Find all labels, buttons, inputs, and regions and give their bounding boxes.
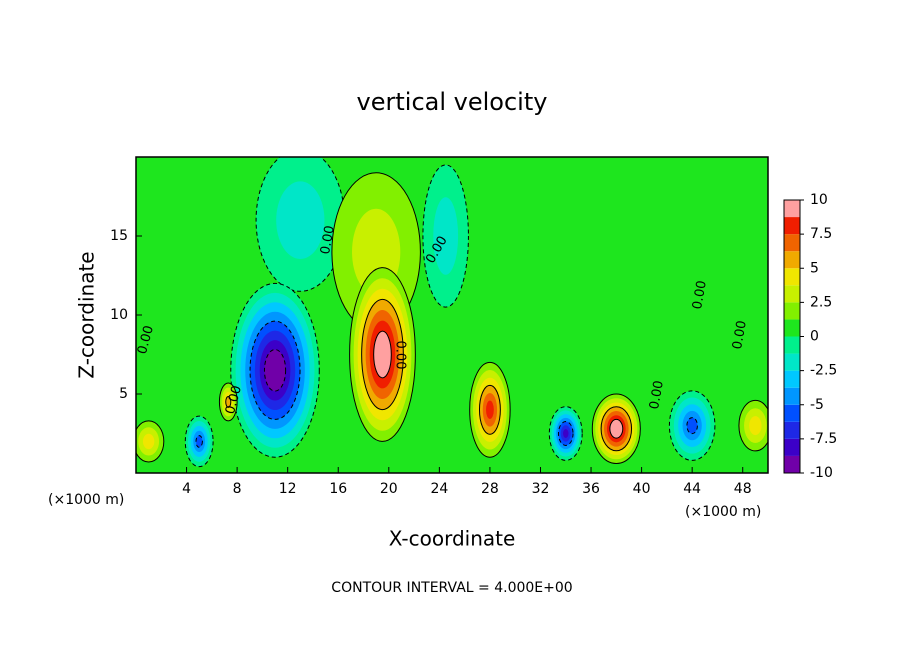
contour-label: 0.00 xyxy=(730,319,750,350)
contour-fill xyxy=(225,395,232,408)
colorbar-band xyxy=(784,200,800,218)
x-tick-label: 40 xyxy=(633,481,651,497)
colorbar-band xyxy=(784,251,800,269)
x-tick-label: 4 xyxy=(182,481,191,497)
contour-fill xyxy=(269,358,281,382)
colorbar-tick-label: 5 xyxy=(810,260,819,276)
colorbar-tick-label: -7.5 xyxy=(810,431,837,447)
colorbar-band xyxy=(784,302,800,320)
contour-fill xyxy=(749,416,762,436)
colorbar-band xyxy=(784,455,800,473)
colorbar-band xyxy=(784,217,800,235)
x-tick-label: 44 xyxy=(683,481,701,497)
x-tick-label: 36 xyxy=(582,481,600,497)
colorbar-band xyxy=(784,268,800,286)
x-axis-label: X-coordinate xyxy=(389,527,516,551)
x-tick-label: 28 xyxy=(481,481,499,497)
colorbar-tick-label: 7.5 xyxy=(810,226,832,242)
colorbar-tick-label: 0 xyxy=(810,329,819,345)
colorbar-tick-label: -10 xyxy=(810,465,833,481)
x-tick-label: 48 xyxy=(734,481,752,497)
y-tick-label: 15 xyxy=(110,228,128,244)
colorbar-band xyxy=(784,285,800,303)
x-tick-label: 8 xyxy=(233,481,242,497)
contour-label: 0.00 xyxy=(318,224,338,255)
colorbar-band xyxy=(784,319,800,337)
colorbar-band xyxy=(784,234,800,252)
contour-label: 0.00 xyxy=(647,379,667,410)
contour-fill xyxy=(433,197,459,275)
x-tick-label: 20 xyxy=(380,481,398,497)
colorbar-band xyxy=(784,404,800,422)
colorbar-tick-label: 2.5 xyxy=(810,294,832,310)
colorbar-tick-label: -5 xyxy=(810,397,824,413)
colorbar-band xyxy=(784,387,800,405)
colorbar-tick-label: -2.5 xyxy=(810,363,837,379)
colorbar-band xyxy=(784,353,800,371)
contour-fill xyxy=(195,435,203,448)
y-tick-label: 5 xyxy=(119,386,128,402)
contour-fill xyxy=(486,400,494,419)
contour-fill xyxy=(377,341,388,368)
x-tick-label: 16 xyxy=(329,481,347,497)
y-tick-label: 10 xyxy=(110,307,128,323)
colorbar-band xyxy=(784,421,800,439)
colorbar-tick-label: 10 xyxy=(810,192,828,208)
x-unit: (×1000 m) xyxy=(48,492,124,508)
x-unit: (×1000 m) xyxy=(685,504,761,520)
contour-fill xyxy=(142,433,155,450)
footnote: CONTOUR INTERVAL = 4.000E+00 xyxy=(331,580,572,596)
contour-label: 0.00 xyxy=(690,279,710,310)
contour-fill xyxy=(563,429,569,438)
x-tick-label: 12 xyxy=(279,481,297,497)
contour-label: 0.00 xyxy=(223,384,245,416)
contour-fill xyxy=(686,417,698,435)
colorbar-band xyxy=(784,336,800,354)
contour-fill xyxy=(612,423,620,434)
chart-title: vertical velocity xyxy=(357,88,548,116)
field: 0.000.000.00 0.000.000.000.000.00 xyxy=(136,157,768,473)
colorbar-band xyxy=(784,370,800,388)
contour-fill xyxy=(276,181,325,259)
x-tick-label: 24 xyxy=(430,481,448,497)
colorbar-band xyxy=(784,438,800,456)
y-axis-label: Z-coordinate xyxy=(75,251,99,378)
contour-label: 0.00 xyxy=(393,341,408,370)
x-tick-label: 32 xyxy=(532,481,550,497)
